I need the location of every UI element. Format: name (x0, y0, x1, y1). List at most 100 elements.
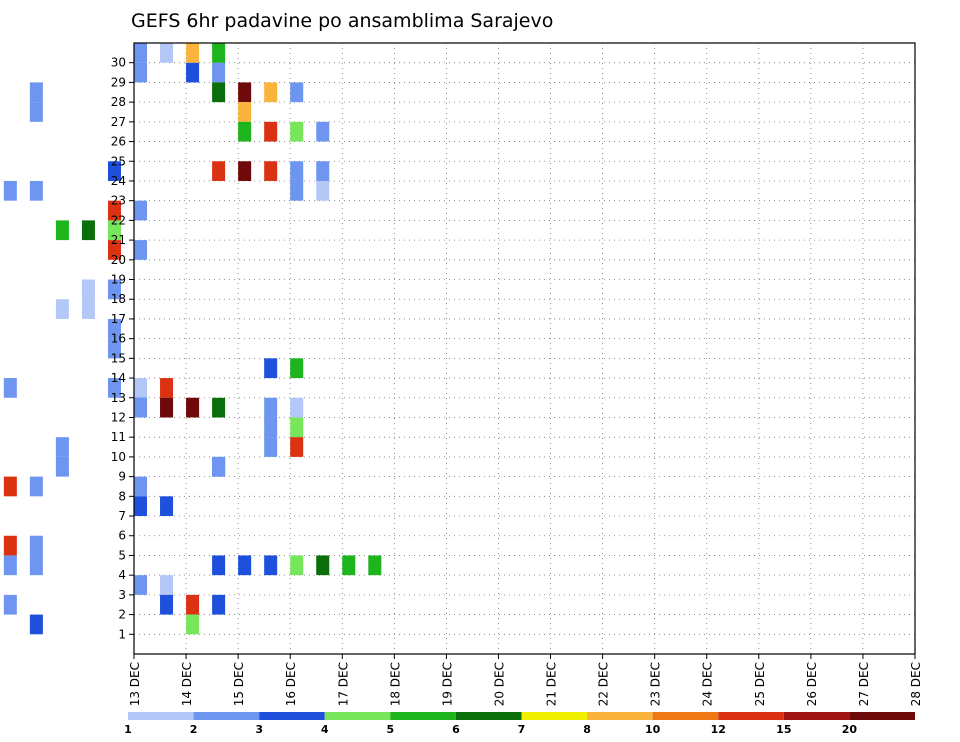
precip-cell (212, 62, 226, 83)
y-tick-label: 14 (111, 371, 126, 385)
y-tick-label: 22 (111, 213, 126, 227)
y-tick-label: 12 (111, 410, 126, 424)
colorbar-swatch (783, 712, 850, 720)
precip-cell (134, 496, 148, 517)
colorbar-label: 12 (711, 723, 726, 736)
precip-cell (290, 555, 304, 576)
precip-cell (212, 397, 226, 418)
colorbar-swatch (587, 712, 653, 720)
y-tick-label: 2 (118, 608, 126, 622)
precip-cell (29, 535, 43, 556)
precip-cell (290, 121, 304, 142)
y-tick-label: 13 (111, 391, 126, 405)
precip-cell (264, 555, 278, 576)
precip-cell (134, 378, 148, 398)
colorbar-label: 5 (387, 723, 395, 736)
y-tick-label: 11 (111, 430, 126, 444)
x-tick-label: 22 DEC (597, 662, 611, 706)
x-tick-label: 28 DEC (909, 662, 923, 706)
precip-cell (160, 43, 174, 63)
precip-cell (238, 121, 252, 142)
y-tick-label: 25 (111, 154, 126, 168)
x-tick-label: 27 DEC (857, 662, 871, 706)
precip-cell (134, 575, 148, 595)
colorbar-label: 10 (645, 723, 661, 736)
precip-cell (186, 397, 200, 418)
x-tick-label: 14 DEC (180, 662, 194, 706)
precip-cell (186, 594, 200, 615)
colorbar-label: 1 (124, 723, 132, 736)
plot-frame (133, 42, 916, 655)
precip-cell (212, 555, 226, 576)
colorbar-label: 4 (321, 723, 329, 736)
colorbar-label: 20 (842, 723, 858, 736)
colorbar-swatch (390, 712, 456, 720)
precip-cell (264, 397, 278, 418)
precip-cell (212, 456, 226, 477)
precip-cell (160, 594, 174, 615)
precip-cell (107, 338, 121, 359)
precip-cell (3, 535, 17, 556)
precip-cell (107, 220, 121, 241)
y-tick-label: 29 (111, 75, 126, 89)
precip-cell (186, 43, 200, 63)
x-tick-label: 17 DEC (336, 662, 350, 706)
precip-cell (238, 161, 252, 181)
precip-cell (107, 240, 121, 260)
precip-cell (160, 397, 174, 418)
colorbar-swatch (193, 712, 260, 720)
colorbar: 1 2 3 4 5 6 7 8 10 12 15 20 (124, 712, 915, 736)
y-tick-label: 21 (111, 233, 126, 247)
precip-cell (212, 82, 226, 103)
precip-cell (290, 437, 304, 457)
precip-cell (55, 437, 69, 457)
colorbar-swatch (455, 712, 522, 720)
colorbar-swatch (324, 712, 391, 720)
colorbar-swatch (718, 712, 784, 720)
precip-cell (55, 456, 69, 477)
precip-cell (212, 43, 226, 63)
y-tick-label: 19 (111, 273, 126, 287)
y-tick-label: 17 (111, 312, 126, 326)
y-tick-label: 9 (118, 470, 126, 484)
x-axis: 13 DEC 14 DEC 15 DEC 16 DEC 17 DEC 18 DEC 19 D… (128, 654, 923, 706)
precip-cell (264, 437, 278, 457)
precip-cell (238, 102, 252, 122)
precip-cell (290, 161, 304, 181)
colorbar-label: 15 (776, 723, 791, 736)
colorbar-swatch (521, 712, 588, 720)
precip-cell (160, 575, 174, 595)
precip-cell (29, 555, 43, 576)
precip-cell (3, 378, 17, 398)
precip-cell (238, 555, 252, 576)
precip-cell (238, 82, 252, 103)
precip-cell (134, 476, 148, 497)
precip-cell (316, 121, 330, 142)
x-tick-label: 24 DEC (701, 662, 715, 706)
precip-cell (134, 240, 148, 260)
chart-title: GEFS 6hr padavine po ansamblima Sarajevo (131, 10, 553, 32)
y-tick-label: 26 (111, 135, 126, 149)
colorbar-swatch (259, 712, 325, 720)
precip-cell (29, 82, 43, 103)
colorbar-swatch (652, 712, 719, 720)
precip-cell (134, 43, 148, 63)
y-tick-label: 27 (111, 115, 126, 129)
precip-cell (55, 299, 69, 319)
colorbar-label: 2 (190, 723, 198, 736)
precip-cell (290, 417, 304, 438)
precip-cell (107, 200, 121, 221)
precip-cell (160, 378, 174, 398)
precip-cell (3, 180, 17, 201)
precip-cell (264, 121, 278, 142)
y-tick-label: 1 (118, 627, 126, 641)
precip-cell (3, 476, 17, 497)
precip-cell (342, 555, 356, 576)
x-tick-label: 21 DEC (545, 662, 559, 706)
precip-cell (368, 555, 382, 576)
precip-cell (81, 299, 95, 319)
y-tick-label: 8 (118, 489, 126, 503)
x-tick-label: 25 DEC (753, 662, 767, 706)
precip-cell (29, 614, 43, 635)
